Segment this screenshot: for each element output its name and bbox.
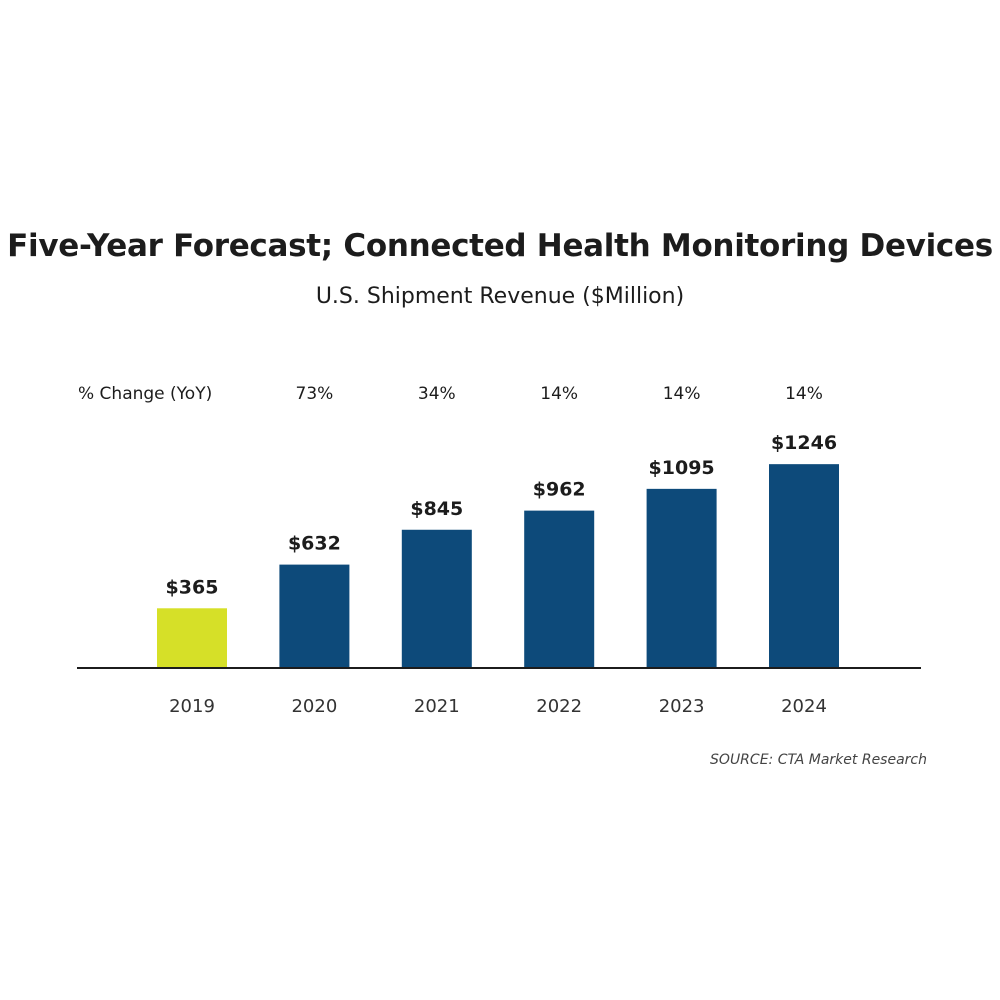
yoy-change-2020: 73% <box>296 384 334 404</box>
bar-2020 <box>279 564 350 668</box>
value-label-2021: $845 <box>410 498 463 520</box>
chart-subtitle: U.S. Shipment Revenue ($Million) <box>315 284 685 309</box>
value-label-2024: $1246 <box>771 432 837 454</box>
value-label-2022: $962 <box>533 479 586 501</box>
yoy-change-2024: 14% <box>785 384 823 404</box>
yoy-change-2023: 14% <box>663 384 701 404</box>
x-tick-2021: 2021 <box>414 696 460 717</box>
value-label-2020: $632 <box>288 533 341 555</box>
value-label-2023: $1095 <box>649 457 715 479</box>
bar-2019 <box>157 608 227 668</box>
bar-2024 <box>769 464 839 668</box>
bar-2022 <box>524 510 595 668</box>
bars-group: $365 $632 $845 $962 $1095 $1246 <box>157 432 839 668</box>
chart-title: Five-Year Forecast; Connected Health Mon… <box>7 228 993 264</box>
yoy-row: % Change (YoY) 73% 34% 14% 14% 14% <box>78 384 823 404</box>
value-label-2019: $365 <box>166 576 219 598</box>
x-tick-2019: 2019 <box>169 696 215 717</box>
yoy-change-2021: 34% <box>418 384 456 404</box>
x-tick-2023: 2023 <box>659 696 705 717</box>
x-tick-2020: 2020 <box>291 696 337 717</box>
x-tick-2024: 2024 <box>781 696 827 717</box>
bar-2021 <box>401 529 472 668</box>
x-tick-2022: 2022 <box>536 696 582 717</box>
bar-2023 <box>646 488 717 668</box>
yoy-row-label: % Change (YoY) <box>78 384 212 404</box>
yoy-change-2022: 14% <box>540 384 578 404</box>
x-axis-ticks: 2019 2020 2021 2022 2023 2024 <box>169 696 827 717</box>
source-note: SOURCE: CTA Market Research <box>710 752 927 768</box>
